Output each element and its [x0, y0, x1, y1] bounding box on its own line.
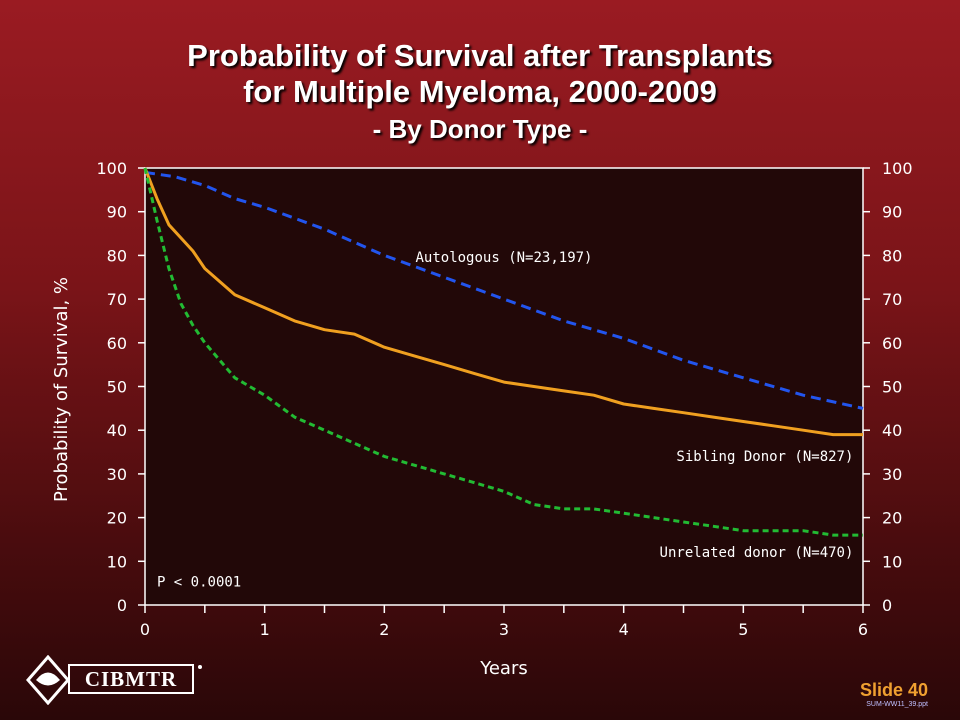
y-tick-label-right: 60 — [882, 334, 902, 353]
x-tick-label: 2 — [379, 620, 389, 639]
y-tick-label-left: 80 — [107, 246, 127, 265]
y-tick-label-right: 20 — [882, 509, 902, 528]
x-tick-label: 3 — [499, 620, 509, 639]
y-tick-label-left: 30 — [107, 465, 127, 484]
y-tick-label-right: 90 — [882, 203, 902, 222]
logo-text: CIBMTR — [68, 664, 194, 694]
slide-number: Slide 40 — [859, 680, 928, 700]
y-tick-label-left: 0 — [117, 596, 127, 615]
y-tick-label-right: 100 — [882, 159, 913, 178]
y-tick-label-left: 20 — [107, 509, 127, 528]
y-tick-label-left: 60 — [107, 334, 127, 353]
series-label-autologous: Autologous (N=23,197) — [415, 250, 592, 266]
series-line-sibling — [143, 167, 863, 437]
series-label-sibling: Sibling Donor (N=827) — [676, 449, 853, 465]
y-tick-label-left: 90 — [107, 203, 127, 222]
chart-title-line2: for Multiple Myeloma, 2000-2009 — [243, 74, 717, 109]
y-tick-label-left: 70 — [107, 290, 127, 309]
y-axis-title: Probability of Survival, % — [51, 277, 72, 502]
chart-title-line1: Probability of Survival after Transplant… — [187, 38, 773, 73]
y-tick-label-left: 50 — [107, 378, 127, 397]
x-tick-label: 5 — [738, 620, 748, 639]
y-tick-label-left: 100 — [96, 159, 127, 178]
y-tick-label-right: 70 — [882, 290, 902, 309]
slide-file-name: SUM-WW11_39.ppt — [866, 701, 928, 708]
x-tick-label: 6 — [858, 620, 868, 639]
y-tick-label-right: 80 — [882, 246, 902, 265]
x-tick-label: 1 — [260, 620, 270, 639]
y-tick-label-left: 10 — [107, 552, 127, 571]
p-value-annotation: P < 0.0001 — [157, 575, 241, 591]
chart-subtitle: - By Donor Type - — [372, 114, 588, 144]
y-tick-label-right: 30 — [882, 465, 902, 484]
series-line-unrelated — [143, 167, 863, 537]
y-tick-label-right: 40 — [882, 421, 902, 440]
y-tick-label-right: 0 — [882, 596, 892, 615]
logo-diamond-icon — [26, 654, 70, 706]
series-line-autologous — [144, 170, 864, 410]
x-axis-title: Years — [479, 658, 528, 679]
y-tick-label-right: 50 — [882, 378, 902, 397]
y-tick-label-left: 40 — [107, 421, 127, 440]
cibmtr-logo: CIBMTR — [26, 654, 202, 706]
series-label-unrelated: Unrelated donor (N=470) — [660, 545, 854, 561]
logo-registered-mark — [198, 665, 202, 669]
x-tick-label: 0 — [140, 620, 150, 639]
x-tick-label: 4 — [619, 620, 629, 639]
y-tick-label-right: 10 — [882, 552, 902, 571]
